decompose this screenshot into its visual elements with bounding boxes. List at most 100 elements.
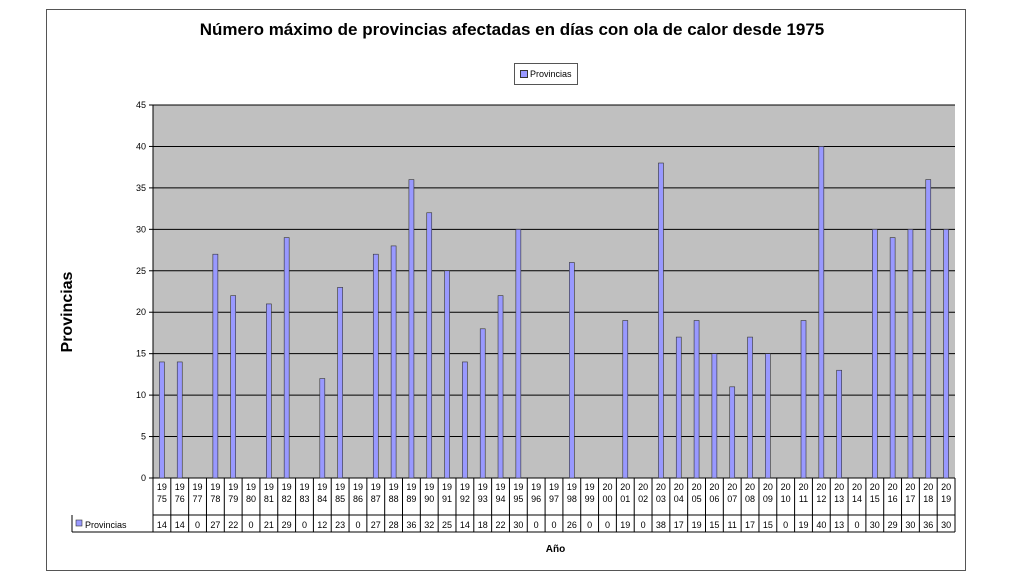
chart-title: Número máximo de provincias afectadas en… [199, 20, 825, 39]
bar [569, 262, 575, 479]
x-tick-label: 20 19 [941, 482, 951, 504]
x-tick-label: 20 12 [816, 482, 826, 504]
x-tick-label: 19 90 [424, 482, 434, 504]
bar [266, 303, 272, 479]
x-tick-label: 20 10 [781, 482, 791, 504]
data-value: 27 [210, 520, 220, 530]
data-value: 15 [763, 520, 773, 530]
data-value: 0 [355, 520, 360, 530]
data-value: 30 [513, 520, 523, 530]
x-axis-label: Año [545, 544, 566, 555]
data-value: 12 [317, 520, 327, 530]
data-value: 32 [424, 520, 434, 530]
x-tick-label: 19 78 [210, 482, 220, 504]
x-tick-label: 19 77 [193, 482, 203, 504]
data-value: 19 [799, 520, 809, 530]
x-tick-label: 19 76 [175, 482, 185, 504]
x-tick-label: 20 03 [656, 482, 666, 504]
data-value: 15 [709, 520, 719, 530]
y-tick-label: 10 [136, 390, 146, 400]
bar [444, 270, 450, 479]
data-value: 14 [460, 520, 470, 530]
bar [497, 295, 504, 479]
x-tick-label: 19 79 [228, 482, 238, 504]
data-value: 19 [620, 520, 630, 530]
x-tick-label: 20 09 [763, 482, 773, 504]
bar [283, 237, 290, 479]
x-tick-label: 20 16 [888, 482, 898, 504]
bar [675, 336, 682, 479]
x-tick-label: 19 96 [531, 482, 541, 504]
x-tick-label: 20 00 [602, 482, 612, 504]
data-value: 0 [195, 520, 200, 530]
x-tick-label: 19 87 [371, 482, 381, 504]
bar [159, 361, 165, 479]
bar [515, 229, 522, 479]
bar [479, 328, 486, 479]
x-tick-label: 20 04 [674, 482, 684, 504]
bar [212, 253, 219, 479]
data-value: 30 [941, 520, 951, 530]
y-tick-label: 35 [136, 183, 146, 193]
plot-area [153, 105, 955, 478]
x-tick-label: 20 06 [709, 482, 719, 504]
bar [836, 369, 842, 479]
x-tick-label: 19 84 [317, 482, 327, 504]
x-tick-label: 20 07 [727, 482, 737, 504]
x-tick-label: 20 11 [799, 482, 809, 504]
legend-swatch [520, 70, 528, 78]
x-tick-label: 20 05 [692, 482, 702, 504]
x-tick-label: 20 02 [638, 482, 648, 504]
x-tick-label: 20 01 [620, 482, 630, 504]
x-tick-label: 19 85 [335, 482, 345, 504]
bar [818, 146, 825, 479]
data-value: 25 [442, 520, 452, 530]
x-tick-label: 20 17 [905, 482, 915, 504]
table-series-name: Provincias [85, 520, 127, 530]
bar [658, 162, 664, 479]
data-value: 36 [923, 520, 933, 530]
x-tick-label: 19 89 [406, 482, 416, 504]
x-tick-label: 19 83 [299, 482, 309, 504]
bar [426, 212, 433, 479]
data-value: 27 [371, 520, 381, 530]
data-value: 19 [692, 520, 702, 530]
data-value: 30 [905, 520, 915, 530]
data-value: 22 [496, 520, 506, 530]
bar [871, 229, 878, 479]
data-value: 0 [641, 520, 646, 530]
data-value: 40 [816, 520, 826, 530]
data-value: 0 [249, 520, 254, 530]
data-value: 38 [656, 520, 666, 530]
x-tick-label: 20 18 [923, 482, 933, 504]
x-tick-label: 19 93 [478, 482, 488, 504]
bar [729, 386, 736, 479]
x-tick-label: 19 99 [585, 482, 595, 504]
x-tick-label: 20 08 [745, 482, 755, 504]
data-value: 28 [389, 520, 399, 530]
data-value: 0 [534, 520, 539, 530]
bar [889, 237, 896, 479]
x-tick-label: 20 14 [852, 482, 862, 504]
x-tick-label: 20 15 [870, 482, 880, 504]
x-tick-label: 19 86 [353, 482, 363, 504]
bar [622, 320, 629, 479]
data-value: 13 [834, 520, 844, 530]
y-tick-label: 25 [136, 266, 146, 276]
legend: Provincias [514, 63, 578, 85]
bar [319, 378, 326, 479]
bar [925, 179, 932, 479]
data-value: 0 [587, 520, 592, 530]
y-tick-label: 45 [136, 100, 146, 110]
data-value: 17 [674, 520, 684, 530]
bar [408, 179, 415, 479]
x-tick-label: 19 92 [460, 482, 470, 504]
legend-label: Provincias [530, 69, 572, 79]
data-value: 23 [335, 520, 345, 530]
bar [176, 361, 183, 479]
bar [907, 229, 914, 479]
table-swatch [75, 519, 83, 527]
x-tick-label: 19 81 [264, 482, 274, 504]
data-value: 0 [783, 520, 788, 530]
